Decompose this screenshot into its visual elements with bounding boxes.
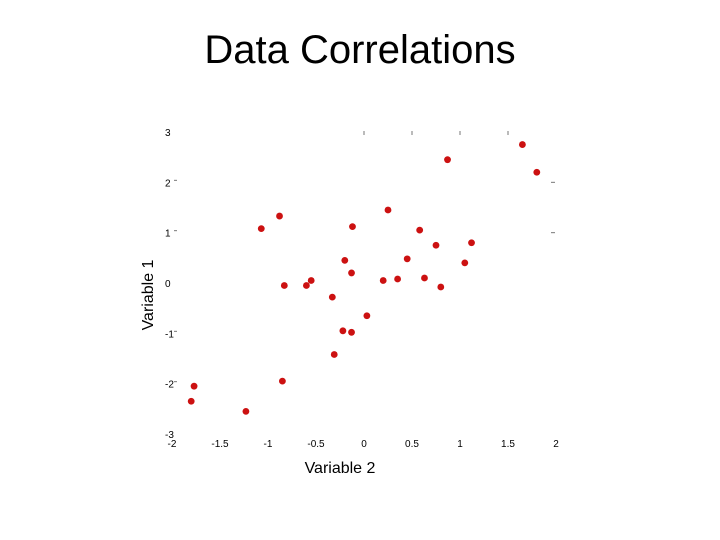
data-point <box>394 275 401 283</box>
data-point <box>363 312 371 320</box>
data-point <box>330 351 338 358</box>
y-tick-label: -1 <box>165 329 174 340</box>
data-point <box>384 206 392 214</box>
data-point <box>421 274 428 282</box>
data-points <box>187 141 541 415</box>
data-point <box>328 293 336 301</box>
x-tick-label: -2 <box>168 439 177 450</box>
data-point <box>348 269 355 277</box>
data-point <box>280 282 288 289</box>
y-tick-label: 0 <box>165 279 171 290</box>
data-point <box>349 223 356 231</box>
x-tick-label: 0 <box>361 439 367 450</box>
data-point <box>468 239 475 247</box>
data-point <box>444 156 451 164</box>
data-point <box>432 241 440 249</box>
data-point <box>533 168 541 176</box>
data-point <box>257 225 265 233</box>
y-axis-label: Variable 1 <box>140 259 157 330</box>
data-point <box>403 255 411 263</box>
chart-title: Data Correlations <box>204 28 516 72</box>
data-point <box>379 277 387 284</box>
data-point <box>461 259 469 267</box>
x-tick-label: -1 <box>264 439 273 450</box>
y-tick-label: -3 <box>165 430 174 441</box>
x-tick-label: -0.5 <box>307 439 325 450</box>
data-point <box>276 212 283 220</box>
x-tick-label: 1.5 <box>501 439 515 450</box>
x-tick-label: 2 <box>553 439 559 450</box>
data-point <box>279 377 286 385</box>
y-tick-label: -2 <box>165 380 174 391</box>
data-point <box>416 226 424 234</box>
data-point <box>339 327 347 335</box>
data-point <box>519 141 526 148</box>
data-point <box>242 407 250 415</box>
y-tick-label: 2 <box>165 178 171 189</box>
data-point <box>190 382 198 390</box>
data-point <box>348 328 355 336</box>
data-point <box>341 256 349 264</box>
data-point <box>437 283 445 291</box>
x-axis-label: Variable 2 <box>305 460 376 477</box>
data-point <box>187 397 195 405</box>
y-tick-label: 1 <box>165 229 171 240</box>
x-tick-label: 0.5 <box>405 439 419 450</box>
data-point <box>303 282 310 289</box>
x-tick-label: 1 <box>457 439 463 450</box>
y-tick-label: 3 <box>165 128 171 139</box>
x-tick-label: -1.5 <box>211 439 229 450</box>
data-point <box>307 277 315 284</box>
